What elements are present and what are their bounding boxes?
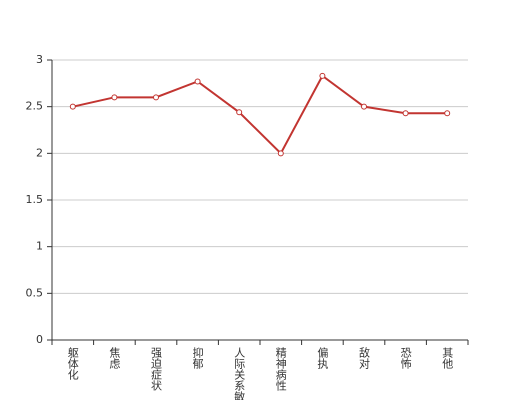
point (111, 94, 118, 101)
point (319, 72, 326, 79)
y-tick-label: 2 (36, 146, 43, 159)
x-tick-label: 偏执 (316, 346, 329, 370)
point (194, 78, 201, 85)
x-tick-label: 焦虑 (108, 347, 121, 369)
x-tick-label: 躯体化 (66, 347, 79, 381)
y-tick-label: 1 (36, 240, 43, 253)
point (69, 103, 76, 110)
x-tick-label: 抑郁 (191, 346, 204, 369)
x-tick-label: 其他 (441, 347, 454, 369)
point (277, 150, 284, 157)
x-tick-label: 敌对 (358, 346, 371, 369)
y-tick-label: 1.5 (26, 193, 44, 206)
x-tick-label: 强迫症状 (150, 347, 163, 391)
point (402, 110, 409, 117)
y-tick-label: 2.5 (26, 100, 44, 113)
point (236, 109, 243, 116)
y-tick-label: 0 (36, 333, 43, 346)
x-tick-label: 人际关系敏感 (233, 347, 246, 400)
y-tick-label: 0.5 (26, 286, 44, 299)
x-tick-label: 恐怖 (399, 347, 412, 369)
point (361, 103, 367, 110)
point (444, 110, 451, 117)
y-tick-label: 3 (36, 53, 43, 66)
point (153, 94, 159, 101)
x-tick-label: 精神病性 (274, 347, 287, 392)
line (72, 74, 448, 155)
